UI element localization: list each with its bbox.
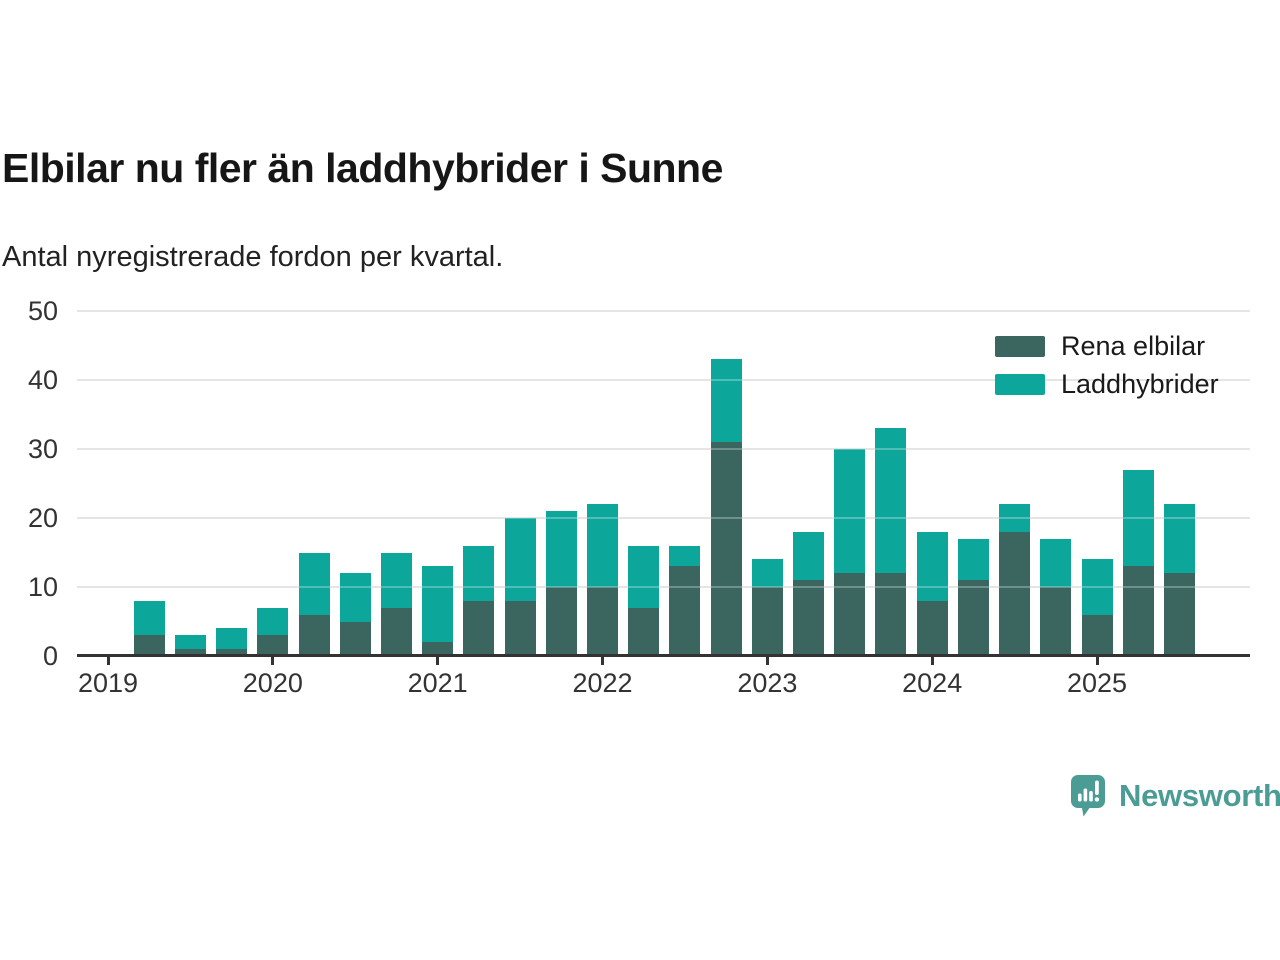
bar-2021K4-rena-elbilar bbox=[546, 587, 577, 656]
newsworthy-branding: Newsworthy bbox=[1071, 775, 1280, 817]
bar-2020K4-rena-elbilar bbox=[381, 607, 412, 656]
bar-2025K2-laddhybrider bbox=[1123, 469, 1154, 567]
bar-2024K1-laddhybrider bbox=[917, 531, 948, 601]
bar-2022K4-rena-elbilar bbox=[711, 442, 742, 656]
bar-2020K1-rena-elbilar bbox=[257, 635, 288, 656]
bar-2021K3-rena-elbilar bbox=[505, 600, 536, 656]
x-axis-tick-2020 bbox=[271, 656, 275, 665]
gridline-40 bbox=[77, 379, 1250, 381]
x-axis-label-2024: 2024 bbox=[902, 668, 963, 698]
x-axis-label-2019: 2019 bbox=[77, 668, 139, 698]
gridline-10 bbox=[77, 586, 1250, 588]
gridline-overlay-50 bbox=[77, 310, 1250, 312]
bar-2023K2-laddhybrider bbox=[793, 531, 824, 581]
bar-2023K2-rena-elbilar bbox=[793, 580, 824, 656]
bar-2022K2-laddhybrider bbox=[628, 545, 659, 608]
y-axis-label-0: 0 bbox=[42, 641, 58, 671]
bar-2020K3-rena-elbilar bbox=[340, 621, 371, 656]
bar-2019K3-rena-elbilar bbox=[175, 649, 206, 656]
bar-2022K3-laddhybrider bbox=[669, 545, 700, 567]
legend-label-laddhybrider: Laddhybrider bbox=[1061, 369, 1219, 399]
bar-2025K3-rena-elbilar bbox=[1164, 573, 1195, 656]
bar-2023K1-laddhybrider bbox=[752, 559, 783, 587]
bar-2024K2-laddhybrider bbox=[958, 538, 989, 581]
x-axis-tick-2025 bbox=[1095, 656, 1099, 665]
y-axis-label-20: 20 bbox=[27, 503, 58, 533]
bar-2023K1-rena-elbilar bbox=[752, 587, 783, 656]
bar-2021K2-laddhybrider bbox=[463, 545, 494, 601]
x-axis-label-2020: 2020 bbox=[242, 668, 303, 698]
y-axis-label-40: 40 bbox=[27, 365, 58, 395]
y-axis-label-10: 10 bbox=[27, 572, 58, 602]
bar-2021K4-laddhybrider bbox=[546, 511, 577, 587]
bar-2023K3-rena-elbilar bbox=[834, 573, 865, 656]
x-axis-tick-2019 bbox=[106, 656, 110, 665]
bar-2022K2-rena-elbilar bbox=[628, 607, 659, 656]
x-axis-label-2022: 2022 bbox=[572, 668, 633, 698]
bar-2025K2-rena-elbilar bbox=[1123, 566, 1154, 656]
gridline-overlay-10 bbox=[77, 586, 1250, 588]
newsworthy-logo-text: Newsworthy bbox=[1119, 778, 1280, 813]
bar-2020K3-laddhybrider bbox=[340, 573, 371, 622]
bar-2023K4-laddhybrider bbox=[875, 428, 906, 574]
bar-2024K1-rena-elbilar bbox=[917, 600, 948, 656]
plot-area bbox=[77, 300, 1250, 665]
bar-2020K2-rena-elbilar bbox=[299, 614, 330, 656]
bar-2019K2-rena-elbilar bbox=[134, 635, 165, 656]
bar-2024K2-rena-elbilar bbox=[958, 580, 989, 656]
x-axis-tick-2021 bbox=[436, 656, 440, 665]
chart-title: Elbilar nu fler än laddhybrider i Sunne bbox=[2, 145, 723, 191]
gridline-20 bbox=[77, 517, 1250, 519]
bar-2022K4-laddhybrider bbox=[711, 359, 742, 443]
bar-2021K2-rena-elbilar bbox=[463, 600, 494, 656]
x-axis-label-2023: 2023 bbox=[737, 668, 798, 698]
bar-2019K2-laddhybrider bbox=[134, 600, 165, 636]
gridline-overlay-20 bbox=[77, 517, 1250, 519]
bar-2022K1-laddhybrider bbox=[587, 504, 618, 587]
bar-2020K4-laddhybrider bbox=[381, 552, 412, 608]
bar-2020K2-laddhybrider bbox=[299, 552, 330, 615]
bar-2022K3-rena-elbilar bbox=[669, 566, 700, 656]
bar-2021K1-rena-elbilar bbox=[422, 642, 453, 656]
x-axis-tick-2023 bbox=[765, 656, 769, 665]
y-axis-label-30: 30 bbox=[27, 434, 58, 464]
x-axis-tick-2022 bbox=[601, 656, 605, 665]
newsworthy-logo-icon bbox=[1071, 775, 1105, 817]
x-axis-tick-2024 bbox=[930, 656, 934, 665]
bar-2024K3-rena-elbilar bbox=[999, 531, 1030, 656]
gridline-30 bbox=[77, 448, 1250, 450]
x-axis-label-2021: 2021 bbox=[407, 668, 468, 698]
bar-2021K1-laddhybrider bbox=[422, 566, 453, 643]
legend-swatch-laddhybrider bbox=[995, 374, 1045, 395]
legend-item-laddhybrider: Laddhybrider bbox=[995, 369, 1219, 399]
gridline-overlay-30 bbox=[77, 448, 1250, 450]
legend: Rena elbilar Laddhybrider bbox=[995, 331, 1219, 399]
bar-2022K1-rena-elbilar bbox=[587, 587, 618, 656]
y-axis-label-50: 50 bbox=[27, 296, 58, 326]
bar-2019K3-laddhybrider bbox=[175, 635, 206, 650]
bar-2019K4-rena-elbilar bbox=[216, 649, 247, 656]
bar-2020K1-laddhybrider bbox=[257, 607, 288, 636]
legend-item-rena-elbilar: Rena elbilar bbox=[995, 331, 1219, 361]
bar-2021K3-laddhybrider bbox=[505, 518, 536, 601]
chart-subtitle: Antal nyregistrerade fordon per kvartal. bbox=[2, 241, 504, 273]
x-axis-line bbox=[77, 654, 1250, 657]
bar-2023K4-rena-elbilar bbox=[875, 573, 906, 656]
gridline-50 bbox=[77, 310, 1250, 312]
bar-2023K3-laddhybrider bbox=[834, 449, 865, 574]
bar-2024K4-rena-elbilar bbox=[1040, 587, 1071, 656]
bar-2024K4-laddhybrider bbox=[1040, 538, 1071, 587]
bar-2025K1-rena-elbilar bbox=[1082, 614, 1113, 656]
bar-2019K4-laddhybrider bbox=[216, 628, 247, 650]
legend-label-rena-elbilar: Rena elbilar bbox=[1061, 331, 1206, 361]
legend-swatch-rena-elbilar bbox=[995, 336, 1045, 357]
gridline-overlay-40 bbox=[77, 379, 1250, 381]
bar-2025K3-laddhybrider bbox=[1164, 504, 1195, 574]
x-axis-label-2025: 2025 bbox=[1066, 668, 1128, 698]
bar-2024K3-laddhybrider bbox=[999, 504, 1030, 532]
bar-2025K1-laddhybrider bbox=[1082, 559, 1113, 615]
